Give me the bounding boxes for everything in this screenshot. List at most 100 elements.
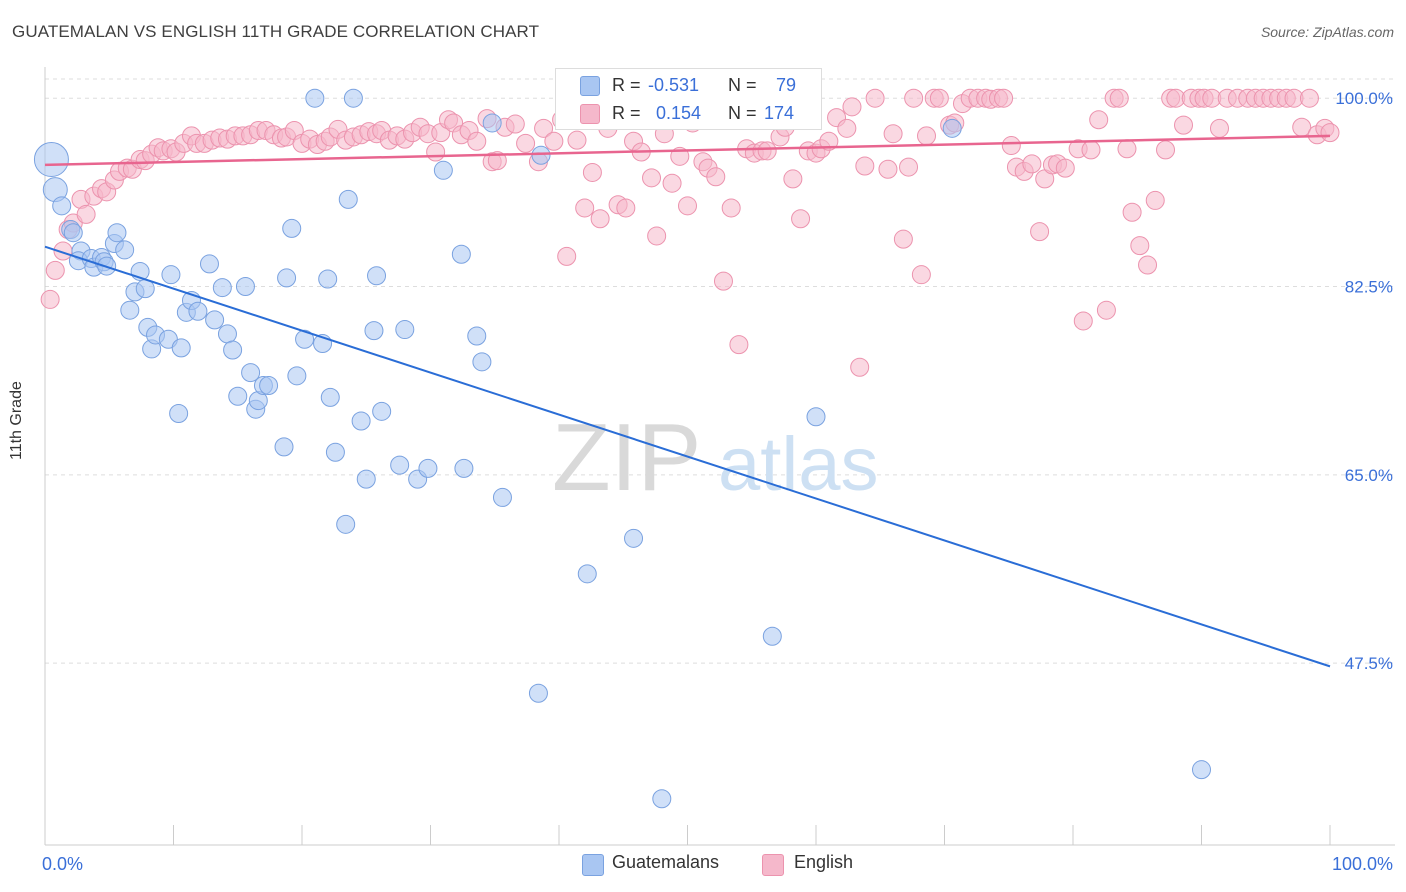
english-point xyxy=(1122,202,1142,222)
english-point xyxy=(1022,154,1042,174)
guatemalan-point xyxy=(454,458,474,478)
guatemalan-point xyxy=(228,386,248,406)
guatemalan-point xyxy=(762,626,782,646)
guatemalan-point xyxy=(235,277,255,297)
guatemalan-point xyxy=(259,376,279,396)
english-point xyxy=(783,169,803,189)
english-point xyxy=(647,226,667,246)
guatemalan-point xyxy=(320,387,340,407)
guatemalan-point xyxy=(492,487,512,507)
series-english-points xyxy=(40,88,1340,377)
english-point xyxy=(1174,115,1194,135)
english-point xyxy=(1055,158,1075,178)
guatemalan-point xyxy=(451,244,471,264)
y-tick-label: 47.5% xyxy=(1345,654,1393,673)
legend-n-value: 79 xyxy=(776,75,797,95)
guatemalan-point xyxy=(372,401,392,421)
guatemalan-point xyxy=(115,240,135,260)
guatemalan-point xyxy=(169,403,189,423)
english-point xyxy=(713,271,733,291)
english-point xyxy=(40,289,60,309)
english-point xyxy=(575,198,595,218)
guatemalan-point xyxy=(467,326,487,346)
guatemalan-point xyxy=(433,160,453,180)
legend-r-value: -0.531 xyxy=(648,75,700,95)
guatemalan-point xyxy=(205,310,225,330)
legend-n-label: N = xyxy=(728,75,757,95)
english-point xyxy=(1138,255,1158,275)
english-point xyxy=(1117,139,1137,159)
english-point xyxy=(1030,222,1050,242)
english-point xyxy=(1073,311,1093,331)
guatemalan-point xyxy=(482,113,502,133)
guatemalan-point xyxy=(277,268,297,288)
english-point xyxy=(1130,236,1150,256)
english-point xyxy=(1299,88,1319,108)
y-tick-label: 82.5% xyxy=(1345,278,1393,297)
guatemalan-point xyxy=(390,455,410,475)
english-point xyxy=(1001,136,1021,156)
english-point xyxy=(850,357,870,377)
guatemalan-point xyxy=(528,683,548,703)
legend-swatch-blue xyxy=(580,76,600,96)
guatemalan-point xyxy=(199,254,219,274)
guatemalan-point xyxy=(161,265,181,285)
y-tick-label: 65.0% xyxy=(1345,466,1393,485)
guatemalan-point xyxy=(343,88,363,108)
english-point xyxy=(662,173,682,193)
english-point xyxy=(729,335,749,355)
guatemalan-point xyxy=(356,469,376,489)
legend-n-value: 174 xyxy=(764,103,795,123)
source-label: Source: ZipAtlas.com xyxy=(1260,24,1394,40)
english-point xyxy=(76,204,96,224)
trend-line-guatemalans xyxy=(44,245,1331,668)
english-point xyxy=(929,88,949,108)
english-point xyxy=(505,114,525,134)
english-point xyxy=(721,198,741,218)
english-point xyxy=(899,157,919,177)
legend-r-value: 0.154 xyxy=(656,103,702,123)
bottom-legend-english: English xyxy=(794,852,854,872)
english-point xyxy=(1156,140,1176,160)
chart-title: GUATEMALAN VS ENGLISH 11TH GRADE CORRELA… xyxy=(12,22,540,41)
watermark-atlas: atlas xyxy=(718,422,879,507)
trend-line-english xyxy=(44,134,1331,167)
english-point xyxy=(544,131,564,151)
trend-lines xyxy=(44,134,1331,668)
guatemalan-point xyxy=(107,223,127,243)
guatemalan-point xyxy=(241,363,261,383)
guatemalan-point xyxy=(1192,760,1211,780)
guatemalan-point xyxy=(472,352,492,372)
english-point xyxy=(1089,110,1109,130)
english-point xyxy=(842,97,862,117)
guatemalan-point xyxy=(942,118,962,138)
english-point xyxy=(467,131,487,151)
english-point xyxy=(557,246,577,266)
english-point xyxy=(1081,140,1101,160)
x-tick-label-max: 100.0% xyxy=(1332,854,1393,874)
english-point xyxy=(1109,88,1129,108)
english-point xyxy=(917,126,937,146)
guatemalan-point xyxy=(188,301,208,321)
guatemalan-point xyxy=(274,437,294,457)
english-point xyxy=(837,118,857,138)
guatemalan-point xyxy=(325,442,345,462)
guatemalan-point xyxy=(351,411,371,431)
guatemalan-point xyxy=(806,407,826,427)
english-point xyxy=(1145,190,1165,210)
english-point xyxy=(487,151,507,171)
english-point xyxy=(582,162,602,182)
english-point xyxy=(590,209,610,229)
legend-swatch-pink xyxy=(580,104,600,124)
guatemalan-point xyxy=(338,189,358,209)
english-point xyxy=(616,198,636,218)
guatemalan-point xyxy=(305,88,325,108)
english-point xyxy=(45,260,65,280)
watermark: ZIP atlas xyxy=(552,404,879,511)
english-point xyxy=(855,156,875,176)
english-point xyxy=(893,229,913,249)
guatemalan-point xyxy=(33,142,69,178)
english-point xyxy=(883,124,903,144)
guatemalan-point xyxy=(577,564,597,584)
